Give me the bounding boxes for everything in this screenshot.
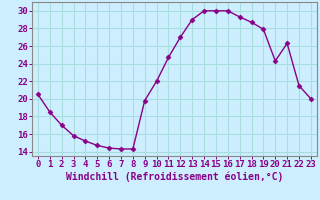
X-axis label: Windchill (Refroidissement éolien,°C): Windchill (Refroidissement éolien,°C) [66,172,283,182]
